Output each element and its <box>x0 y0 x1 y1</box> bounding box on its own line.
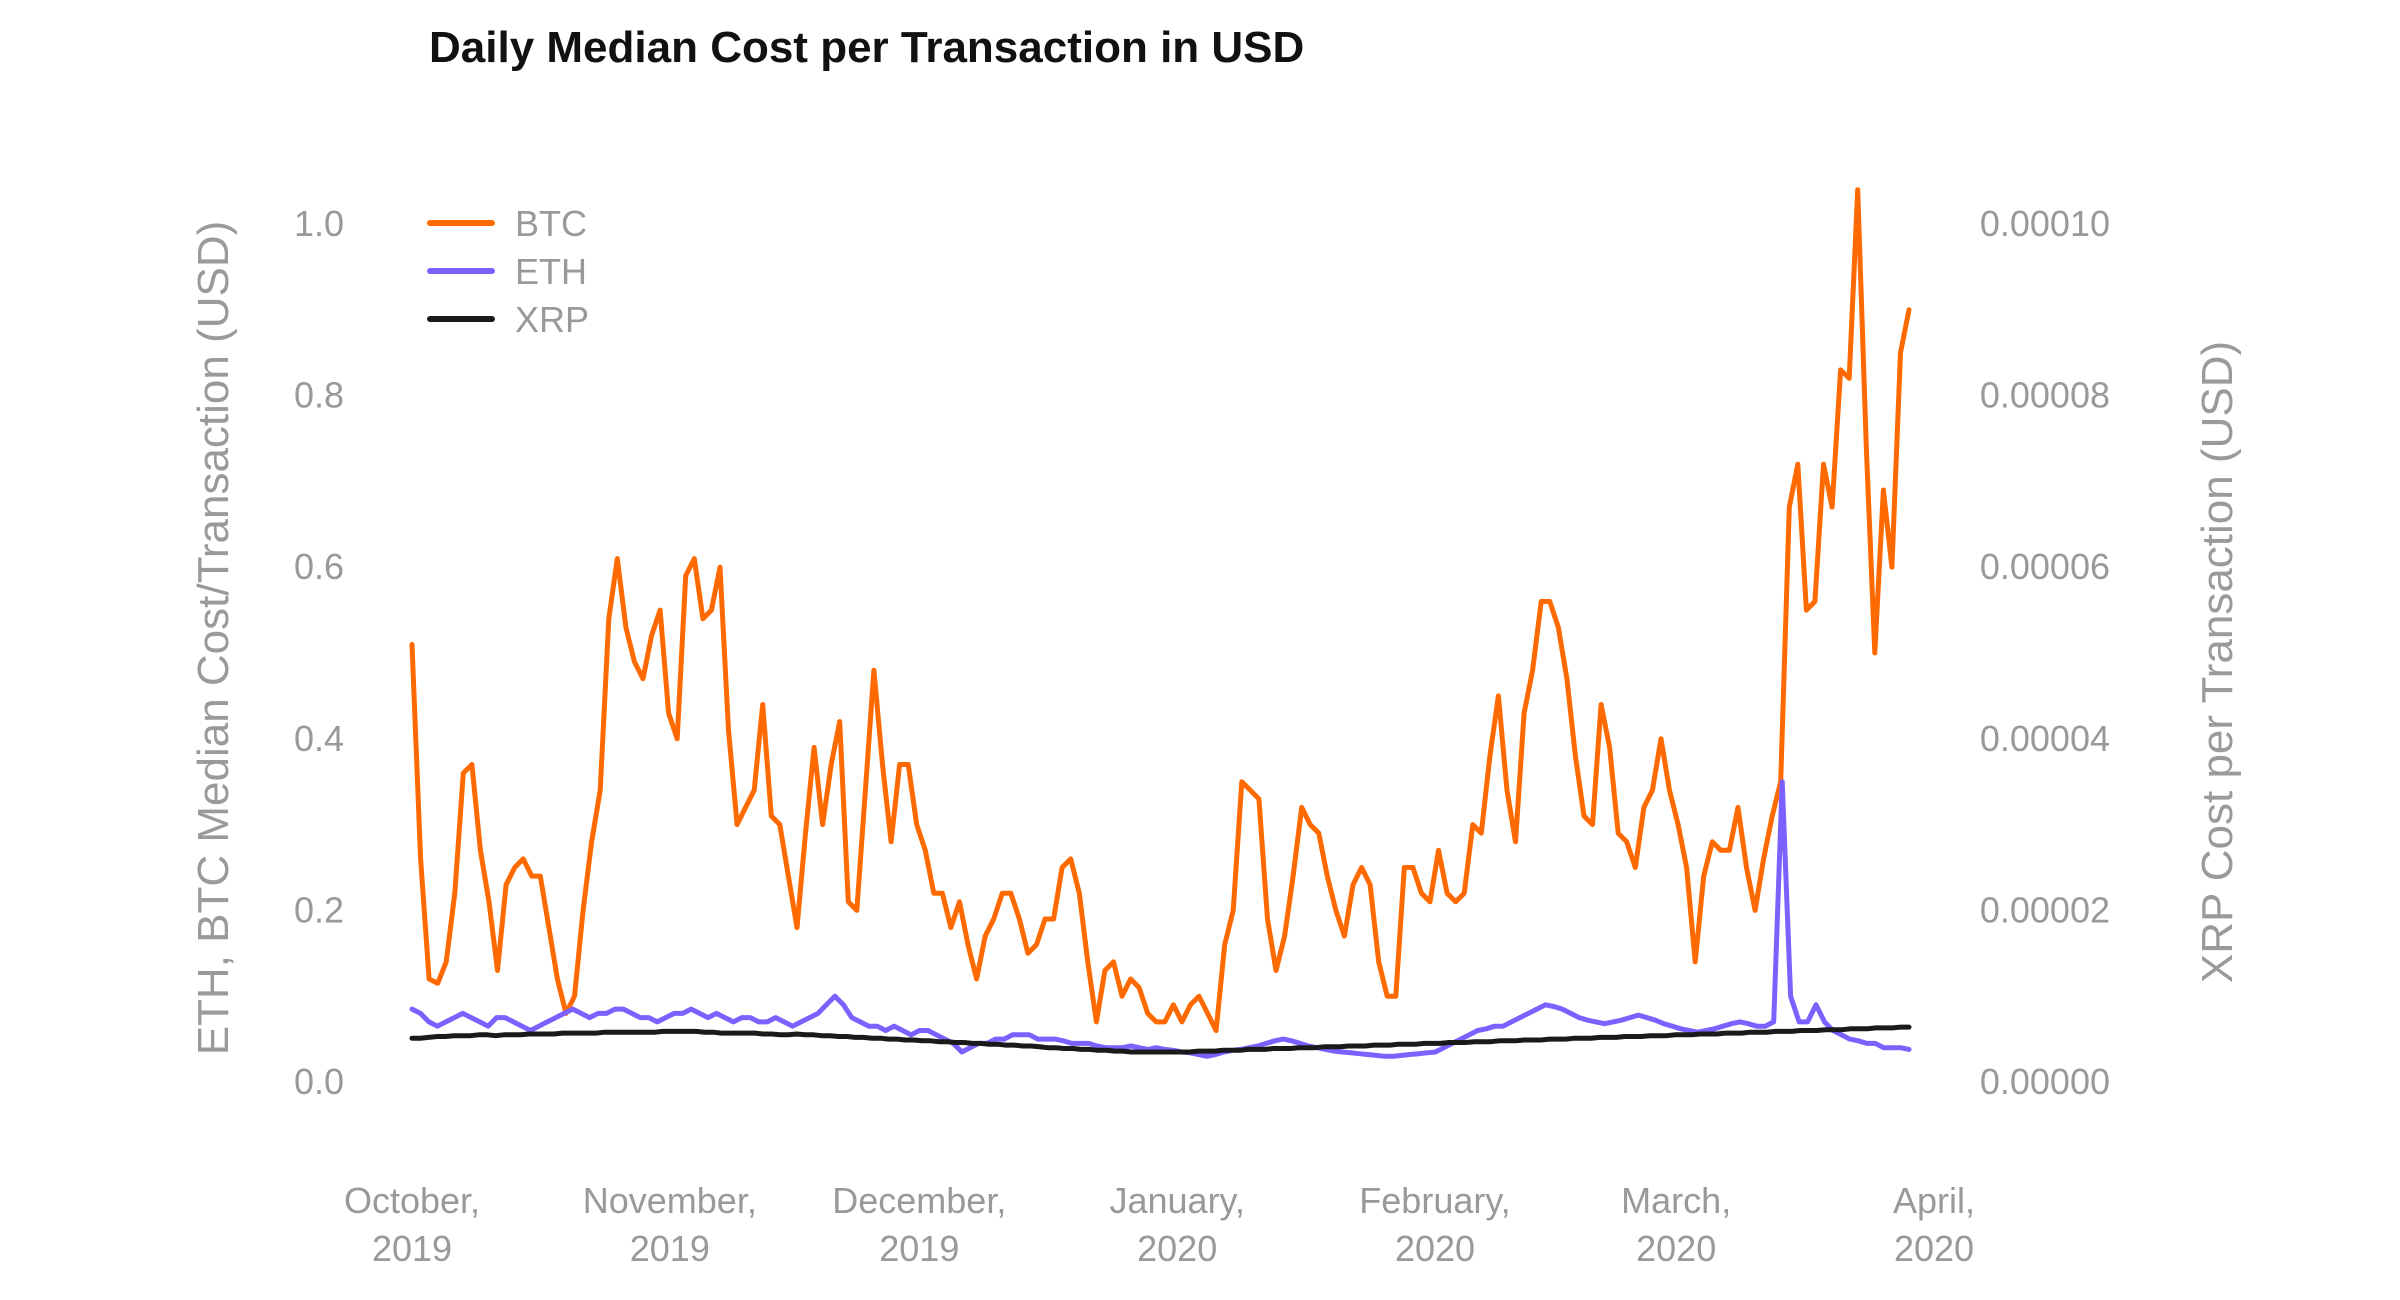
x-tick-label-year: 2019 <box>630 1228 710 1269</box>
series-line-eth <box>409 779 1912 1059</box>
x-tick-label-month: January, <box>1109 1180 1244 1221</box>
x-tick-label-month: October, <box>344 1180 480 1221</box>
plot-series <box>409 187 1912 1059</box>
x-axis-ticks: October, 2019 November, 2019 December, 2019 Ja… <box>344 1180 1975 1269</box>
left-tick-label: 0.4 <box>294 718 344 759</box>
x-tick-label-year: 2020 <box>1137 1228 1217 1269</box>
x-tick-label-year: 2020 <box>1395 1228 1475 1269</box>
legend-label-btc: BTC <box>515 203 587 244</box>
series-line-btc <box>409 187 1912 1033</box>
left-axis-ticks: 0.0 0.2 0.4 0.6 0.8 1.0 <box>294 203 344 1102</box>
left-axis-label: ETH, BTC Median Cost/Transaction (USD) <box>189 221 238 1056</box>
right-axis-label: XRP Cost per Transaction (USD) <box>2193 341 2242 983</box>
right-tick-label: 0.00006 <box>1980 546 2110 587</box>
left-tick-label: 0.0 <box>294 1061 344 1102</box>
right-tick-label: 0.00008 <box>1980 375 2110 416</box>
x-tick-label-year: 2020 <box>1636 1228 1716 1269</box>
legend: BTC ETH XRP <box>427 203 589 340</box>
right-tick-label: 0.00000 <box>1980 1061 2110 1102</box>
x-tick-label-year: 2019 <box>879 1228 959 1269</box>
x-tick-label-month: December, <box>832 1180 1006 1221</box>
x-tick-label-year: 2019 <box>372 1228 452 1269</box>
series-line-xrp <box>409 1024 1912 1055</box>
right-tick-label: 0.00004 <box>1980 718 2110 759</box>
left-tick-label: 0.6 <box>294 546 344 587</box>
right-tick-label: 0.00002 <box>1980 889 2110 930</box>
x-tick-label-year: 2020 <box>1894 1228 1974 1269</box>
right-tick-label: 0.00010 <box>1980 203 2110 244</box>
x-tick-label-month: February, <box>1359 1180 1510 1221</box>
left-tick-label: 0.8 <box>294 375 344 416</box>
legend-label-xrp: XRP <box>515 299 589 340</box>
chart-title: Daily Median Cost per Transaction in USD <box>429 23 1304 72</box>
x-tick-label-month: November, <box>583 1180 757 1221</box>
legend-label-eth: ETH <box>515 251 587 292</box>
left-tick-label: 1.0 <box>294 203 344 244</box>
x-tick-label-month: March, <box>1621 1180 1731 1221</box>
x-tick-label-month: April, <box>1893 1180 1975 1221</box>
left-tick-label: 0.2 <box>294 889 344 930</box>
right-axis-ticks: 0.00000 0.00002 0.00004 0.00006 0.00008 0.000… <box>1980 203 2110 1102</box>
